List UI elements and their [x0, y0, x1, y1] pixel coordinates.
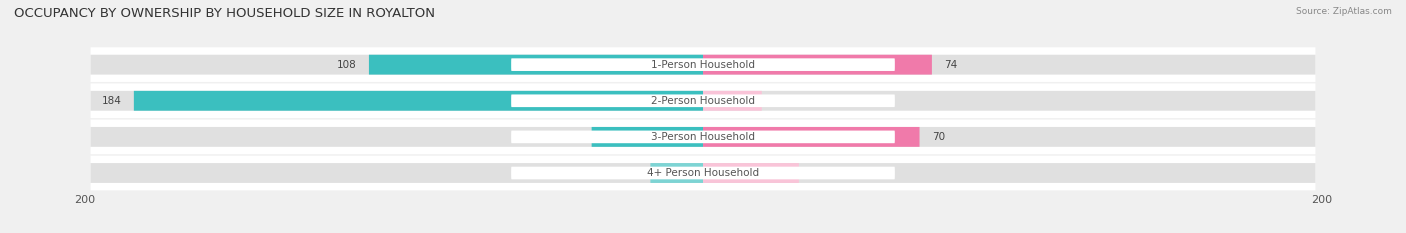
FancyBboxPatch shape: [703, 163, 799, 183]
Text: 4+ Person Household: 4+ Person Household: [647, 168, 759, 178]
FancyBboxPatch shape: [90, 156, 1316, 190]
FancyBboxPatch shape: [90, 127, 1316, 147]
FancyBboxPatch shape: [703, 91, 762, 111]
FancyBboxPatch shape: [90, 55, 1316, 75]
FancyBboxPatch shape: [703, 55, 932, 75]
FancyBboxPatch shape: [368, 55, 703, 75]
Text: 1-Person Household: 1-Person Household: [651, 60, 755, 70]
Text: 17: 17: [624, 168, 638, 178]
Text: 31: 31: [811, 168, 824, 178]
FancyBboxPatch shape: [90, 83, 1316, 118]
FancyBboxPatch shape: [512, 167, 894, 179]
FancyBboxPatch shape: [512, 58, 894, 71]
Text: 184: 184: [101, 96, 121, 106]
Text: 3-Person Household: 3-Person Household: [651, 132, 755, 142]
Text: 36: 36: [567, 132, 579, 142]
FancyBboxPatch shape: [703, 127, 920, 147]
FancyBboxPatch shape: [592, 127, 703, 147]
FancyBboxPatch shape: [512, 94, 894, 107]
Text: 2-Person Household: 2-Person Household: [651, 96, 755, 106]
Text: 70: 70: [932, 132, 945, 142]
FancyBboxPatch shape: [512, 130, 894, 143]
FancyBboxPatch shape: [90, 91, 1316, 111]
Text: OCCUPANCY BY OWNERSHIP BY HOUSEHOLD SIZE IN ROYALTON: OCCUPANCY BY OWNERSHIP BY HOUSEHOLD SIZE…: [14, 7, 434, 20]
FancyBboxPatch shape: [651, 163, 703, 183]
Text: 74: 74: [945, 60, 957, 70]
Text: 19: 19: [775, 96, 787, 106]
FancyBboxPatch shape: [90, 163, 1316, 183]
FancyBboxPatch shape: [90, 120, 1316, 154]
FancyBboxPatch shape: [90, 47, 1316, 82]
FancyBboxPatch shape: [134, 91, 703, 111]
Text: 108: 108: [337, 60, 357, 70]
Text: Source: ZipAtlas.com: Source: ZipAtlas.com: [1296, 7, 1392, 16]
